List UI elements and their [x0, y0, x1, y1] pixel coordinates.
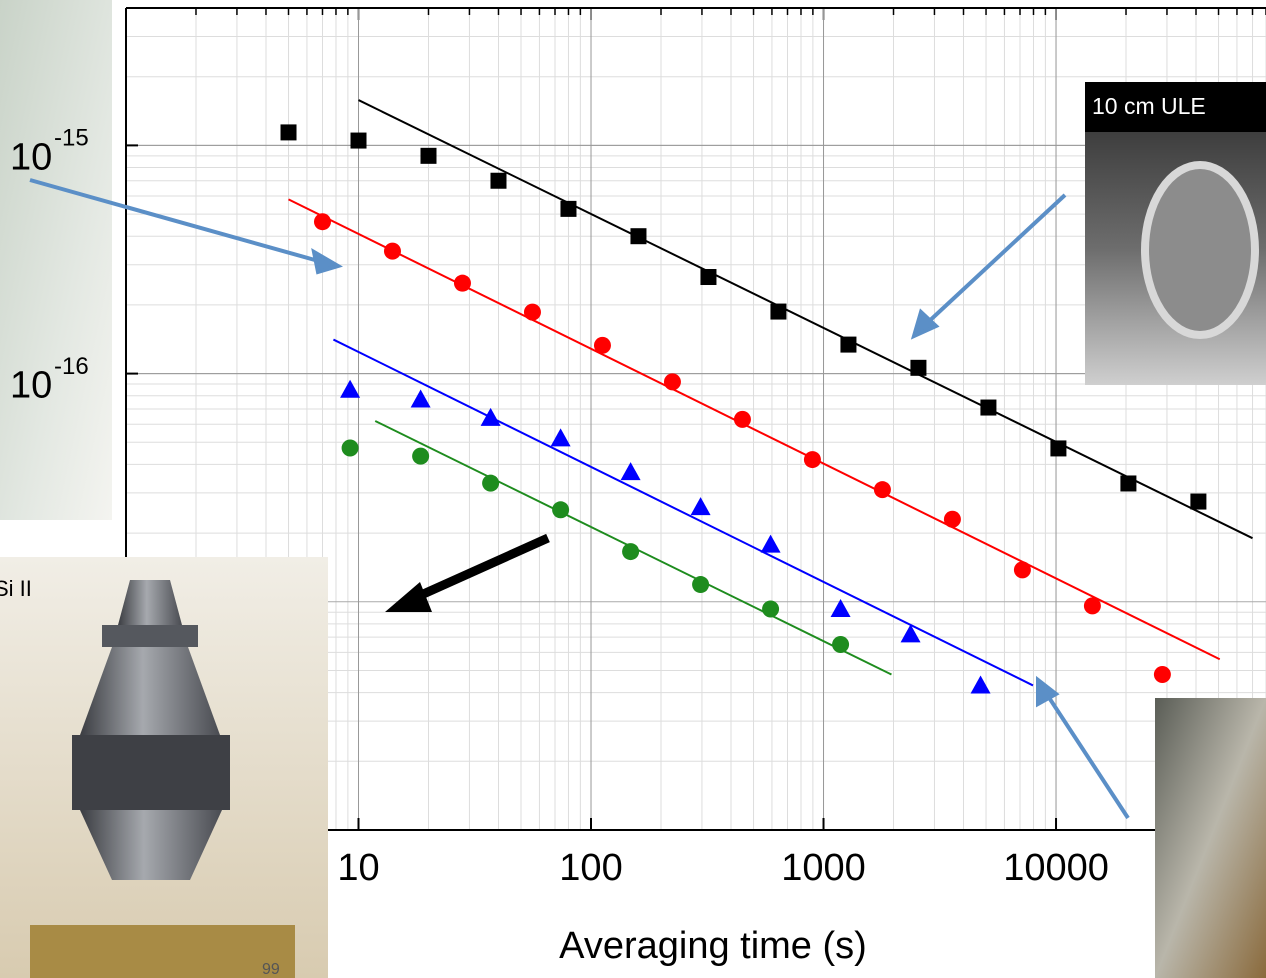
photo-detail [72, 735, 230, 810]
photo-ule: 10 cm ULE [1085, 82, 1266, 385]
point [830, 598, 851, 617]
x-tick-label: 100 [559, 847, 622, 889]
x-tick-label: 1000 [781, 847, 866, 889]
point [840, 336, 857, 353]
point [663, 373, 681, 391]
photo-detail [80, 810, 222, 880]
y-tick-superscript: -16 [54, 353, 89, 380]
arrow-head [311, 248, 343, 275]
point [490, 172, 507, 189]
y-tick-label: 10 [10, 365, 52, 407]
point [482, 474, 500, 492]
x-tick-label: 10 [337, 847, 379, 889]
point [340, 379, 361, 398]
arrow-head [910, 308, 940, 340]
y-tick-superscript: -15 [54, 125, 89, 152]
point [630, 228, 647, 245]
photo-si: Si II [0, 557, 328, 978]
point [341, 439, 359, 457]
point [350, 132, 367, 149]
point [280, 124, 297, 141]
point [910, 359, 927, 376]
point [383, 242, 401, 260]
point [1120, 475, 1137, 492]
x-axis-label: Averaging time (s) [559, 925, 867, 967]
fit-line [358, 99, 1253, 540]
photo-detail [30, 925, 295, 978]
photo-detail [102, 625, 198, 647]
point [803, 451, 821, 469]
photo-caption-bg [1085, 82, 1266, 132]
point [410, 389, 431, 408]
point [560, 200, 577, 217]
arrow [408, 533, 550, 605]
arrow-head [385, 582, 432, 612]
arrow [1044, 691, 1130, 820]
arrows [29, 178, 1130, 820]
point [453, 274, 471, 292]
black-arrow [385, 533, 550, 612]
point [700, 269, 717, 286]
photo-detail [1141, 161, 1259, 339]
point [980, 399, 997, 416]
point [1013, 561, 1031, 579]
photo-detail [118, 580, 182, 625]
point [1153, 666, 1171, 684]
point [943, 510, 961, 528]
point [733, 410, 751, 428]
arrow [923, 193, 1067, 327]
photo [0, 0, 112, 520]
point [593, 336, 611, 354]
point [1083, 597, 1101, 615]
annotation: 10 cm ULE [1092, 93, 1206, 119]
point [873, 481, 891, 499]
point [1190, 493, 1207, 510]
photo [1155, 698, 1266, 978]
point [900, 624, 921, 643]
photo-detail [80, 647, 220, 735]
point [770, 303, 787, 320]
y-tick-label: 10 [10, 136, 52, 178]
arrow [29, 178, 323, 264]
point [760, 534, 781, 553]
fit-line [332, 338, 1034, 687]
point [690, 497, 711, 516]
point [832, 635, 850, 653]
page-number: 99 [262, 961, 280, 978]
arrow-head [1036, 675, 1060, 708]
point [1050, 440, 1067, 457]
point [622, 543, 640, 561]
point [420, 147, 437, 164]
point [523, 303, 541, 321]
point [620, 462, 641, 481]
point [692, 576, 710, 594]
point [762, 600, 780, 618]
fit-line [288, 198, 1221, 661]
annotation: Si II [0, 576, 32, 601]
point [480, 407, 501, 426]
point [970, 675, 991, 694]
x-tick-label: 10000 [1003, 847, 1109, 889]
point [552, 501, 570, 519]
point [313, 213, 331, 231]
point [412, 447, 430, 465]
point [550, 428, 571, 447]
